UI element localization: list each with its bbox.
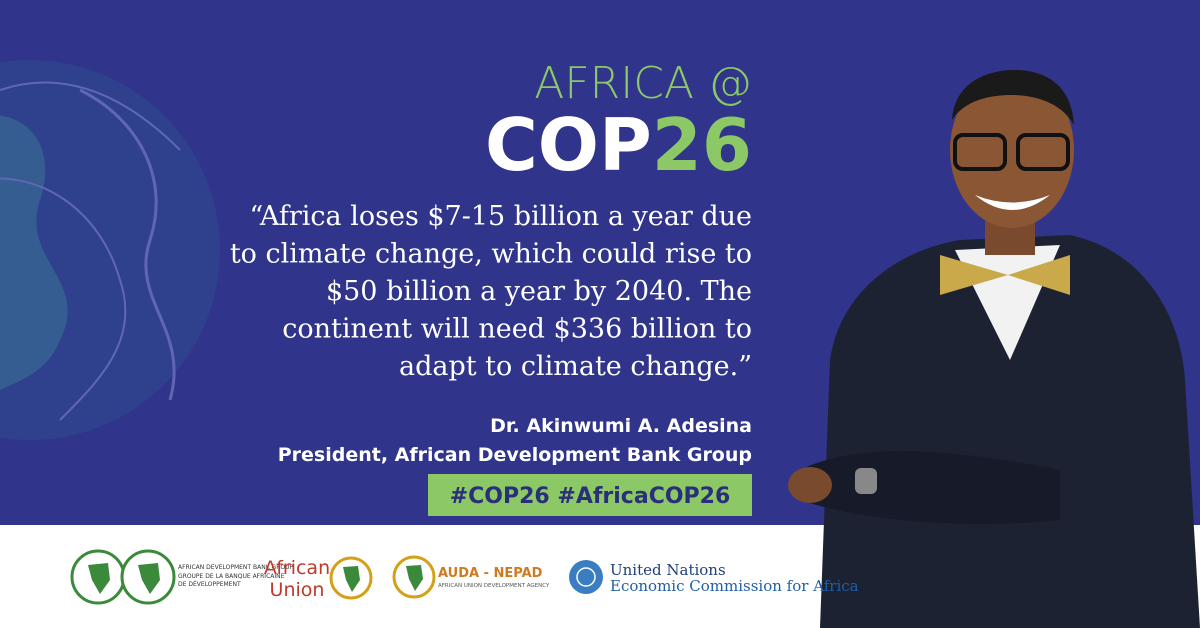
portrait	[788, 70, 1200, 628]
header-line1: AFRICA @	[534, 58, 752, 109]
logo-afdb: AFRICAN DEVELOPMENT BANK GROUP GROUPE DE…	[70, 549, 293, 605]
author-title: President, African Development Bank Grou…	[278, 444, 752, 466]
header-cop: COP26	[485, 103, 752, 187]
uneca-line1: United Nations	[610, 561, 726, 579]
logo-auda: AUDA - NEPAD AFRICAN UNION DEVELOPMENT A…	[392, 555, 550, 599]
quote-line: continent will need $336 billion to	[282, 314, 752, 345]
quote-line: adapt to climate change.”	[399, 351, 752, 382]
auda-name: AUDA - NEPAD	[438, 566, 543, 581]
afdb-line2: GROUPE DE LA BANQUE AFRICAINE	[178, 573, 285, 580]
cop-number: 26	[652, 103, 752, 187]
globe	[0, 60, 220, 440]
auda-sub: AFRICAN UNION DEVELOPMENT AGENCY	[438, 583, 550, 589]
au-line1: African	[264, 557, 330, 579]
quote-line: $50 billion a year by 2040. The	[326, 276, 752, 307]
au-line2: Union	[270, 579, 325, 601]
quote-line: to climate change, which could rise to	[230, 239, 752, 270]
logo-au: African Union	[264, 556, 373, 601]
hashtags: #COP26 #AfricaCOP26	[450, 484, 731, 509]
quote-line: “Africa loses $7-15 billion a year due	[250, 201, 752, 232]
author-name: Dr. Akinwumi A. Adesina	[490, 415, 752, 437]
hashtag-box	[428, 474, 752, 516]
uneca-line2: Economic Commission for Africa	[610, 577, 859, 595]
cop: COP	[485, 103, 652, 187]
afdb-line1: AFRICAN DEVELOPMENT BANK GROUP	[178, 564, 293, 571]
logo-uneca: United Nations Economic Commission for A…	[569, 560, 859, 595]
quote: “Africa loses $7-15 billion a year due to…	[230, 201, 752, 382]
afdb-line3: DE DÉVELOPPEMENT	[178, 580, 241, 588]
